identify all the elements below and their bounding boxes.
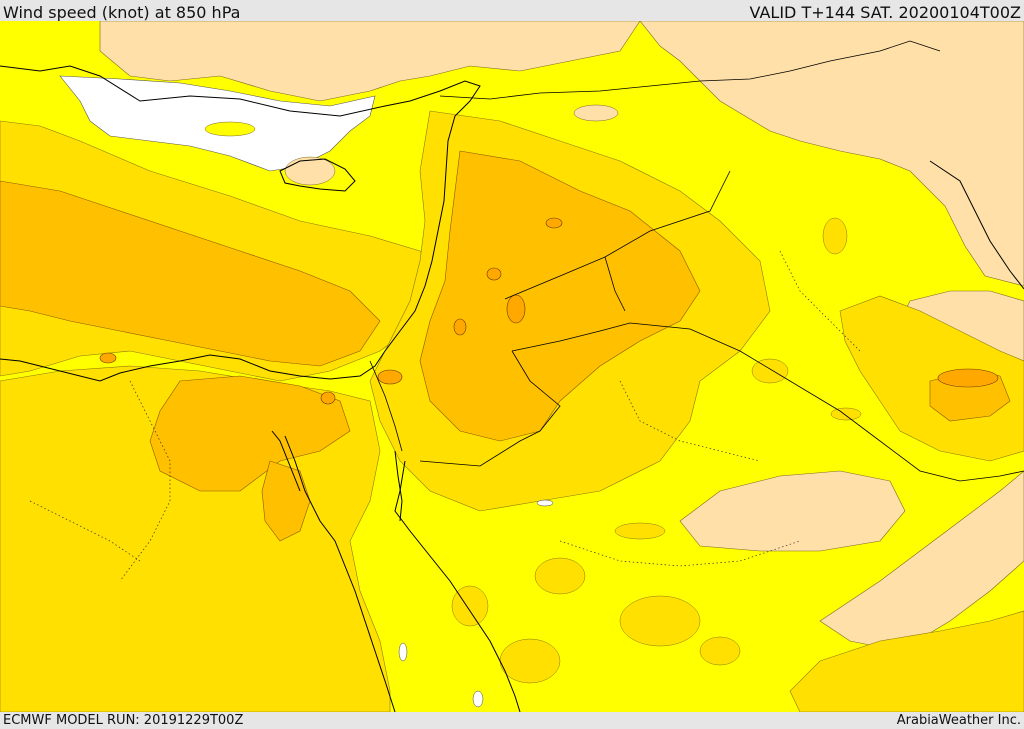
light-patch-10 xyxy=(499,638,561,684)
orange-band-levant xyxy=(419,150,701,442)
light-patch-12 xyxy=(573,104,619,122)
orange-band-sinai xyxy=(261,460,311,542)
coastline-gulf-suez xyxy=(271,430,301,492)
map-canvas xyxy=(0,21,1024,712)
border-iraq-iran xyxy=(789,40,941,72)
valid-time-label: VALID T+144 SAT. 20200104T00Z xyxy=(749,3,1021,22)
light-band-arabia-east xyxy=(679,470,906,552)
coastline-cyprus xyxy=(279,158,356,192)
dark-orange-cell-5 xyxy=(545,217,563,229)
light-patch-5 xyxy=(751,358,789,384)
orange-band-egypt xyxy=(149,375,351,492)
border-jordan-iraq xyxy=(604,170,731,258)
light-patch-13 xyxy=(204,121,256,137)
light-patch-11 xyxy=(614,522,666,540)
light-patch-2 xyxy=(398,642,408,662)
header-bar: Wind speed (knot) at 850 hPa VALID T+144… xyxy=(0,0,1024,22)
dotted-boundary-4 xyxy=(779,250,861,352)
footer-bar: ECMWF MODEL RUN: 20191229T00Z ArabiaWeat… xyxy=(0,712,1024,729)
light-patch-8 xyxy=(699,636,741,666)
coastlines xyxy=(0,65,1024,712)
gold-band-southeast xyxy=(789,610,1024,712)
dark-orange-cell-2 xyxy=(486,267,502,281)
light-patch-1 xyxy=(536,499,554,507)
border-syria-iraq xyxy=(439,70,791,100)
credit-label: ArabiaWeather Inc. xyxy=(896,713,1021,728)
light-band-northeast xyxy=(639,21,1024,287)
internal-boundaries xyxy=(29,250,861,582)
dark-orange-cell-1 xyxy=(99,352,117,364)
model-run-label: ECMWF MODEL RUN: 20191229T00Z xyxy=(3,713,244,728)
coastline-red-sea-west xyxy=(284,435,396,712)
dark-orange-cell-4 xyxy=(453,318,467,336)
border-saudi-yemen xyxy=(419,350,561,467)
dark-orange-cell-8 xyxy=(937,368,999,388)
dark-orange-cell-7 xyxy=(377,369,403,385)
light-patch-4 xyxy=(830,407,862,421)
light-patch-7 xyxy=(619,595,701,647)
gold-band-arabia-east xyxy=(839,295,1024,462)
borders xyxy=(369,40,1024,482)
light-patch-9 xyxy=(451,585,489,627)
light-patch-3 xyxy=(472,690,484,708)
dark-orange-cell-3 xyxy=(506,294,526,324)
light-band-north-anatolia xyxy=(99,21,641,102)
coastline-persian-gulf xyxy=(929,160,1024,290)
dotted-boundary-3 xyxy=(559,540,801,567)
map-title: Wind speed (knot) at 850 hPa xyxy=(3,3,241,22)
coastline-anatolia xyxy=(0,65,481,382)
weather-map[interactable] xyxy=(0,21,1024,712)
light-patch-6 xyxy=(534,557,586,595)
light-patch-15 xyxy=(822,217,848,255)
dark-orange-cell-6 xyxy=(320,391,336,405)
dotted-boundary-1 xyxy=(119,380,171,582)
light-band-southeast xyxy=(819,470,1024,652)
dotted-boundary-2 xyxy=(619,380,761,462)
orange-band-west xyxy=(0,180,381,367)
coastline-red-sea-east xyxy=(394,460,521,712)
border-egypt-israel xyxy=(369,360,403,452)
border-jordan-saudi xyxy=(511,322,1024,482)
coastline-gulf-aqaba xyxy=(394,450,403,522)
light-patch-14 xyxy=(284,156,336,186)
